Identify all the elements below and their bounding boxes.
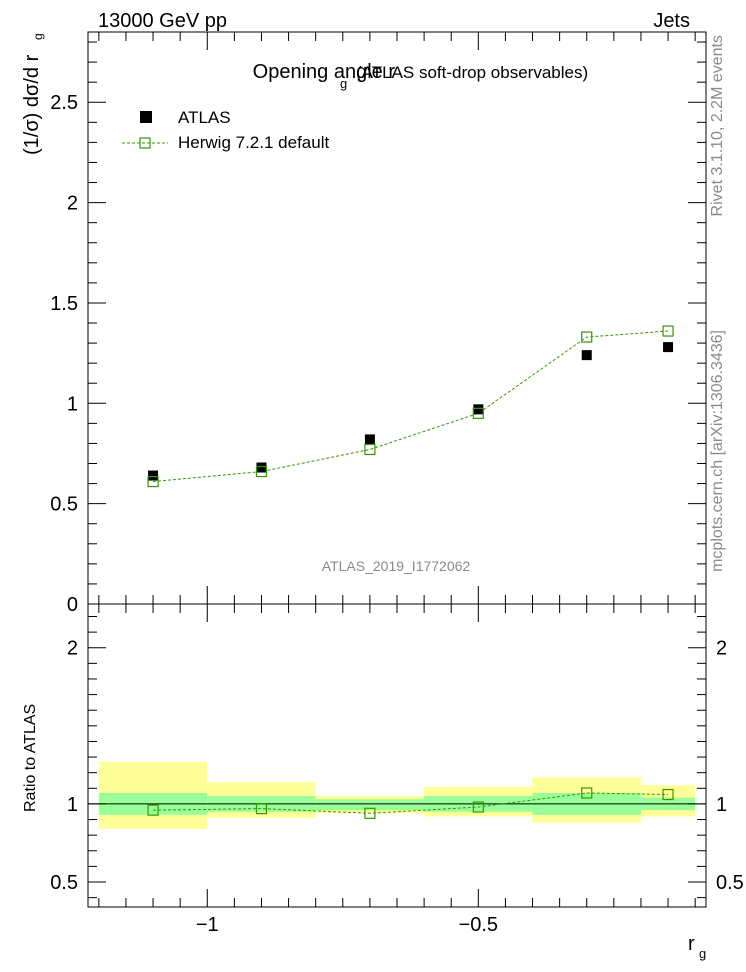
legend-atlas-label: ATLAS bbox=[178, 108, 231, 127]
main-y-tick-label: 2 bbox=[67, 193, 78, 215]
atlas-data-point bbox=[256, 462, 267, 473]
legend-atlas-marker bbox=[140, 111, 152, 123]
atlas-data-point bbox=[581, 350, 592, 361]
ratio-frame bbox=[87, 603, 707, 908]
herwig-ratio-point bbox=[364, 807, 376, 819]
ratio-inner-band bbox=[315, 799, 425, 811]
atlas-data-point bbox=[663, 342, 674, 353]
herwig-ratio-point bbox=[472, 801, 484, 813]
x-axis-label-subscript: g bbox=[699, 946, 706, 961]
x-axis-label: r bbox=[688, 933, 695, 955]
rivet-version-label: Rivet 3.1.10, 2.2M events bbox=[709, 35, 726, 216]
herwig-point bbox=[581, 331, 593, 343]
chart-title-suffix: (ATLAS soft-drop observables) bbox=[356, 63, 588, 82]
chart-title-subscript: g bbox=[340, 76, 347, 91]
legend-herwig-marker bbox=[139, 137, 151, 149]
main-y-tick-label: 0 bbox=[67, 594, 78, 616]
herwig-ratio-point bbox=[147, 804, 159, 816]
ratio-y-tick-label: 0.5 bbox=[50, 872, 78, 894]
chart-title: Opening angle r bbox=[253, 61, 396, 83]
energy-label: 13000 GeV pp bbox=[98, 10, 227, 32]
atlas-data-point bbox=[364, 434, 375, 445]
herwig-point bbox=[662, 325, 674, 337]
ratio-y-axis-label: Ratio to ATLAS bbox=[22, 704, 39, 812]
atlas-data-point bbox=[148, 470, 159, 481]
main-y-tick-label: 0.5 bbox=[50, 494, 78, 516]
herwig-point bbox=[472, 407, 484, 419]
ratio-y-tick-label: 1 bbox=[67, 794, 78, 816]
legend-herwig-label: Herwig 7.2.1 default bbox=[178, 133, 329, 152]
ratio-y-tick-label-right: 0.5 bbox=[716, 872, 744, 894]
atlas-data-point bbox=[473, 404, 484, 415]
herwig-ratio-point bbox=[662, 788, 674, 801]
herwig-point bbox=[364, 443, 376, 456]
herwig-ratio-point bbox=[255, 803, 268, 815]
ratio-y-tick-label-right: 1 bbox=[716, 794, 727, 816]
x-tick-label: −0.5 bbox=[459, 914, 498, 936]
main-y-tick-label: 1 bbox=[67, 393, 78, 415]
ratio-panel: 0.5 0.5 1 1 2 2 −1 −0.5 bbox=[50, 603, 744, 936]
x-tick-label: −1 bbox=[196, 914, 219, 936]
mcplots-label: mcplots.cern.ch [arXiv:1306.3436] bbox=[709, 330, 726, 572]
main-y-tick-label: 2.5 bbox=[50, 92, 78, 114]
herwig-ratio-line bbox=[153, 792, 669, 814]
analysis-label: ATLAS_2019_I1772062 bbox=[322, 558, 471, 574]
jets-label: Jets bbox=[653, 10, 690, 32]
herwig-point bbox=[147, 475, 159, 488]
herwig-point bbox=[255, 465, 268, 478]
ratio-y-tick-label: 2 bbox=[67, 638, 78, 660]
main-y-axis-label: (1/σ) dσ/d r bbox=[21, 54, 43, 155]
ratio-y-tick-label-right: 2 bbox=[716, 638, 727, 660]
herwig-line bbox=[153, 330, 669, 483]
herwig-ratio-point bbox=[581, 787, 593, 799]
main-y-axis-label-subscript: g bbox=[31, 33, 45, 40]
main-y-tick-label: 1.5 bbox=[50, 293, 78, 315]
